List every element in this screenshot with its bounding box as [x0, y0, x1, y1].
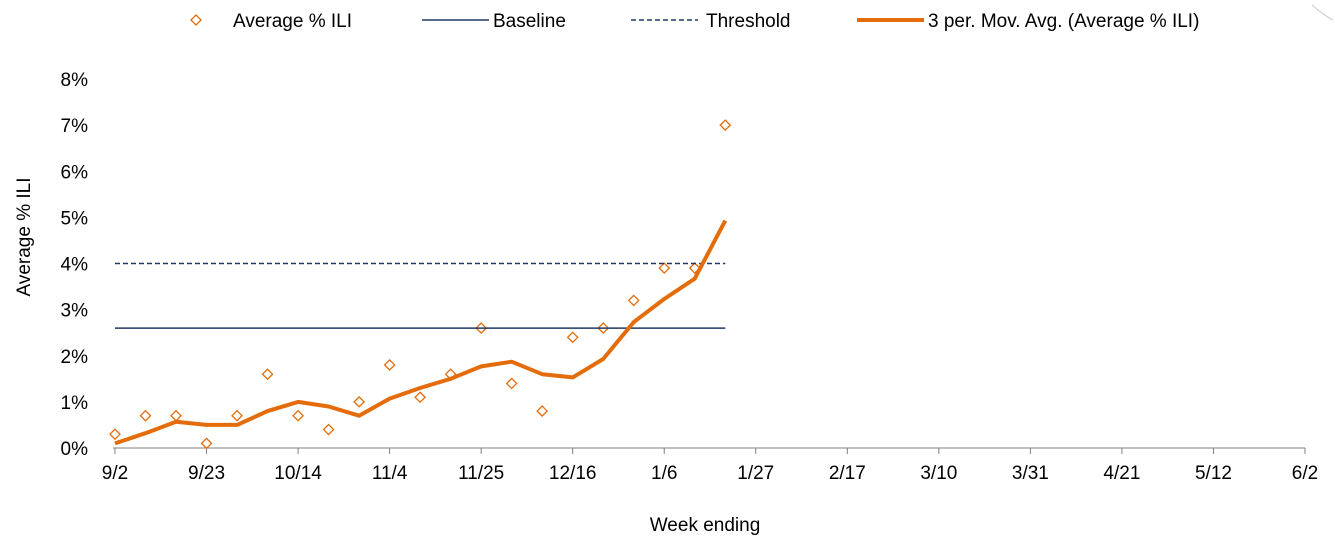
y-tick-label: 3% [61, 301, 89, 322]
x-tick-label: 3/31 [1012, 463, 1049, 484]
data-point-average-ili [109, 428, 121, 441]
x-tick-label: 5/12 [1195, 463, 1232, 484]
data-point-average-ili [292, 409, 304, 422]
x-tick-label: 11/4 [372, 463, 408, 484]
data-point-average-ili [322, 423, 335, 436]
y-tick-label: 5% [61, 208, 89, 229]
y-tick-label: 2% [61, 347, 89, 368]
data-point-average-ili [139, 409, 152, 422]
data-point-average-ili [353, 395, 366, 408]
x-tick-label: 9/2 [102, 463, 128, 484]
y-axis-title: Average % ILI [14, 177, 35, 296]
data-point-average-ili [719, 119, 732, 132]
x-tick-label: 2/17 [829, 463, 866, 484]
x-tick-label: 4/21 [1103, 463, 1140, 484]
data-point-average-ili [200, 437, 213, 450]
legend-label-moving-average: 3 per. Mov. Avg. (Average % ILI) [928, 11, 1199, 32]
legend-label-baseline: Baseline [493, 11, 566, 32]
x-tick-label: 1/6 [651, 463, 677, 484]
y-tick-label: 4% [61, 255, 89, 276]
data-point-average-ili [475, 322, 488, 334]
legend-marker-average-ili [190, 14, 202, 26]
data-point-average-ili [597, 322, 610, 334]
y-tick-label: 1% [61, 393, 89, 414]
y-axis-ticks: 0% 1% 2% 3% 4% 5% 6% 7% 8% [61, 70, 89, 460]
data-point-average-ili [383, 359, 396, 371]
data-point-average-ili [414, 391, 427, 404]
data-point-average-ili [658, 262, 671, 275]
y-tick-label: 8% [61, 70, 89, 91]
x-tick-label: 1/27 [737, 463, 774, 484]
x-tick-label: 10/14 [274, 463, 322, 484]
legend-label-average-ili: Average % ILI [233, 11, 352, 32]
x-tick-label: 3/10 [920, 463, 957, 484]
data-point-average-ili [536, 405, 549, 418]
series-layer [109, 119, 732, 450]
data-point-average-ili [170, 409, 182, 422]
x-axis-ticks: 9/2 9/23 10/14 11/4 11/25 12/16 1/6 1/27 2/17 3/1… [102, 448, 1318, 484]
x-tick-label: 6/2 [1292, 463, 1318, 484]
x-tick-label: 9/23 [188, 463, 225, 484]
data-point-average-ili [566, 331, 579, 344]
y-tick-label: 0% [61, 439, 89, 460]
data-point-average-ili [261, 368, 274, 381]
legend-label-threshold: Threshold [706, 11, 791, 32]
x-tick-label: 11/25 [458, 463, 504, 484]
data-point-average-ili [505, 377, 518, 390]
corner-decoration [1311, 4, 1334, 21]
y-tick-label: 6% [61, 162, 89, 183]
data-point-average-ili [627, 294, 640, 307]
data-point-average-ili [231, 409, 243, 422]
legend: Average % ILI Baseline Threshold 3 per. … [190, 11, 1199, 32]
data-point-average-ili [688, 262, 701, 275]
y-tick-label: 7% [61, 116, 89, 137]
x-tick-label: 12/16 [549, 463, 597, 484]
x-axis-title: Week ending [650, 515, 761, 536]
moving-average-line [114, 219, 728, 446]
